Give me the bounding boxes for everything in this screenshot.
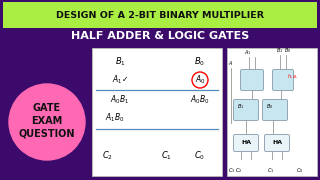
Text: DESIGN OF A 2-BIT BINARY MULTIPLIER: DESIGN OF A 2-BIT BINARY MULTIPLIER [56,10,264,19]
FancyBboxPatch shape [234,134,259,152]
Text: $B_1$: $B_1$ [237,103,244,111]
FancyBboxPatch shape [234,100,259,120]
FancyBboxPatch shape [273,69,293,91]
Circle shape [9,84,85,160]
Text: $C_0$: $C_0$ [195,150,205,162]
Text: $C_1$: $C_1$ [268,166,275,176]
Text: EXAM: EXAM [31,116,63,126]
Text: $C_3\ C_2$: $C_3\ C_2$ [228,166,242,176]
Text: $A_0$: $A_0$ [195,74,205,86]
Text: $A_1$$\checkmark$: $A_1$$\checkmark$ [112,74,128,86]
Text: $B_0$: $B_0$ [284,47,292,55]
Text: QUESTION: QUESTION [19,129,75,139]
FancyBboxPatch shape [265,134,290,152]
FancyBboxPatch shape [3,2,317,28]
FancyBboxPatch shape [262,100,287,120]
Text: $B_1$: $B_1$ [276,47,284,55]
Text: $C_1$: $C_1$ [161,150,172,162]
FancyBboxPatch shape [227,48,317,176]
Text: $B_0$: $B_0$ [195,56,205,68]
Text: GATE: GATE [33,103,61,113]
Text: $C_2$: $C_2$ [102,150,114,162]
FancyBboxPatch shape [92,48,222,176]
FancyBboxPatch shape [241,69,263,91]
Text: $B_1$: $B_1$ [115,56,125,68]
Text: $B_0$: $B_0$ [266,103,274,111]
Text: $A_0B_1$: $A_0B_1$ [110,94,130,106]
Text: HA: HA [241,141,251,145]
Text: $C_0$: $C_0$ [296,166,304,176]
Text: $A_1B_0$: $A_1B_0$ [105,112,125,124]
Text: HALF ADDER & LOGIC GATES: HALF ADDER & LOGIC GATES [71,31,249,41]
Text: $A$: $A$ [228,59,234,67]
Text: HA: HA [272,141,282,145]
Text: $h.a.$: $h.a.$ [287,72,299,80]
Text: $A_1$: $A_1$ [244,49,252,57]
Text: $A_0B_0$: $A_0B_0$ [190,94,210,106]
